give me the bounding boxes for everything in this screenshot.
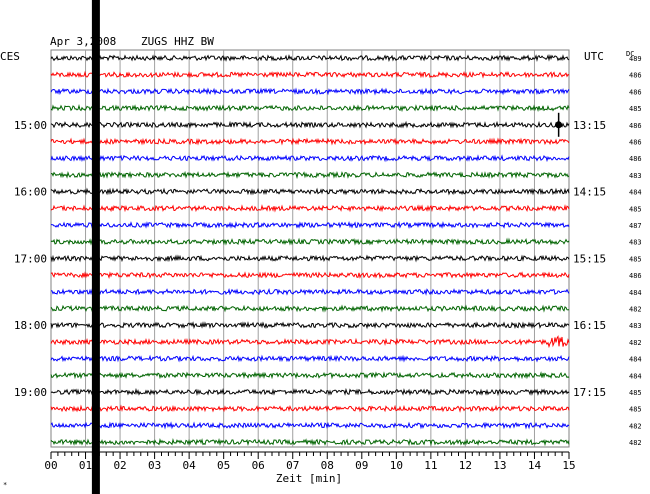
trace-15 [50, 304, 570, 313]
x-tick-label: 09 [355, 459, 368, 472]
event-dot [555, 121, 563, 129]
dc-header-label: DC [626, 50, 634, 58]
header-date: Apr 3,2008 [50, 35, 116, 48]
x-tick-label: 05 [217, 459, 230, 472]
x-tick-label: 02 [113, 459, 126, 472]
trace-0 [50, 54, 570, 62]
x-tick-label: 00 [44, 459, 57, 472]
right-time-label: 13:15 [573, 119, 606, 132]
right-time-label: 14:15 [573, 186, 606, 199]
trace-12 [50, 254, 570, 263]
header-station: ZUGS HHZ BW [141, 35, 214, 48]
x-axis-label: Zeit [min] [276, 472, 342, 485]
trace-3 [50, 104, 570, 113]
left-time-labels: 15:00 16:00 17:00 18:00 19:00 [14, 119, 47, 399]
trace-7 [50, 170, 570, 180]
trace-5 [50, 137, 570, 146]
trace-23 [50, 437, 570, 447]
dc-value: 485 [629, 389, 642, 397]
event-marker [555, 112, 563, 137]
left-time-label: 19:00 [14, 386, 47, 399]
x-axis: 00 01 02 03 04 05 06 07 08 09 10 11 12 13 14 15 [44, 451, 576, 472]
dc-value: 485 [629, 406, 642, 414]
trace-16 [50, 321, 570, 330]
x-tick-label: 11 [424, 459, 437, 472]
dc-value: 485 [629, 255, 642, 263]
dc-value: 484 [629, 356, 642, 364]
trace-22 [50, 421, 570, 430]
left-timezone-label: CES [0, 50, 20, 63]
left-time-label: 18:00 [14, 319, 47, 332]
left-time-label: 16:00 [14, 186, 47, 199]
trace-14 [50, 287, 570, 296]
right-time-label: 16:15 [573, 319, 606, 332]
left-time-label: 15:00 [14, 119, 47, 132]
trace-9 [50, 204, 570, 213]
dc-value: 484 [629, 289, 642, 297]
x-tick-label: 04 [183, 459, 197, 472]
trace-8 [50, 187, 570, 196]
dc-value: 486 [629, 139, 642, 147]
right-time-label: 17:15 [573, 386, 606, 399]
x-tick-label: 13 [493, 459, 506, 472]
corner-mark: * [3, 481, 7, 489]
dc-value: 486 [629, 155, 642, 163]
dc-value: 483 [629, 322, 642, 330]
grid-lines [50, 49, 570, 448]
dc-value: 483 [629, 172, 642, 180]
x-tick-label: 10 [390, 459, 403, 472]
trace-18 [50, 354, 570, 363]
dc-value: 483 [629, 239, 642, 247]
trace-4 [50, 120, 570, 129]
x-tick-label: 12 [459, 459, 472, 472]
dc-value: 485 [629, 205, 642, 213]
right-timezone-label: UTC [584, 50, 604, 63]
trace-20 [50, 387, 570, 397]
dc-values: 489 486 486 485 486 486 486 483 484 485 487 483 485 4… [629, 55, 642, 447]
dc-value: 487 [629, 222, 642, 230]
plot-frame [50, 49, 570, 448]
x-tick-label: 08 [321, 459, 334, 472]
dc-value: 486 [629, 88, 642, 96]
left-time-label: 17:00 [14, 252, 47, 265]
dc-value: 489 [629, 55, 642, 63]
dc-value: 482 [629, 422, 642, 430]
x-tick-label: 01 [79, 459, 92, 472]
dc-value: 482 [629, 339, 642, 347]
trace-6 [50, 154, 570, 163]
dc-value: 486 [629, 122, 642, 130]
data-gap-bar [91, 0, 100, 494]
trace-1 [50, 70, 570, 79]
x-tick-label: 06 [252, 459, 265, 472]
trace-17 [50, 335, 570, 349]
right-time-label: 15:15 [573, 252, 606, 265]
data-gap-bar [91, 0, 100, 494]
trace-2 [50, 87, 570, 96]
right-time-labels: 13:15 14:15 15:15 16:15 17:15 [573, 119, 606, 399]
dc-value: 482 [629, 306, 642, 314]
trace-21 [50, 404, 570, 413]
dc-value: 482 [629, 439, 642, 447]
dc-value: 484 [629, 372, 642, 380]
dc-value: 484 [629, 189, 642, 197]
x-tick-label: 07 [286, 459, 299, 472]
trace-10 [50, 220, 570, 229]
dc-value: 486 [629, 272, 642, 280]
dc-value: 486 [629, 72, 642, 80]
seismic-traces [50, 54, 570, 447]
x-tick-label: 15 [562, 459, 575, 472]
trace-13 [50, 271, 570, 280]
x-tick-label: 03 [148, 459, 161, 472]
x-tick-label: 14 [528, 459, 542, 472]
trace-19 [50, 371, 570, 380]
dc-value: 485 [629, 105, 642, 113]
trace-11 [50, 237, 570, 246]
